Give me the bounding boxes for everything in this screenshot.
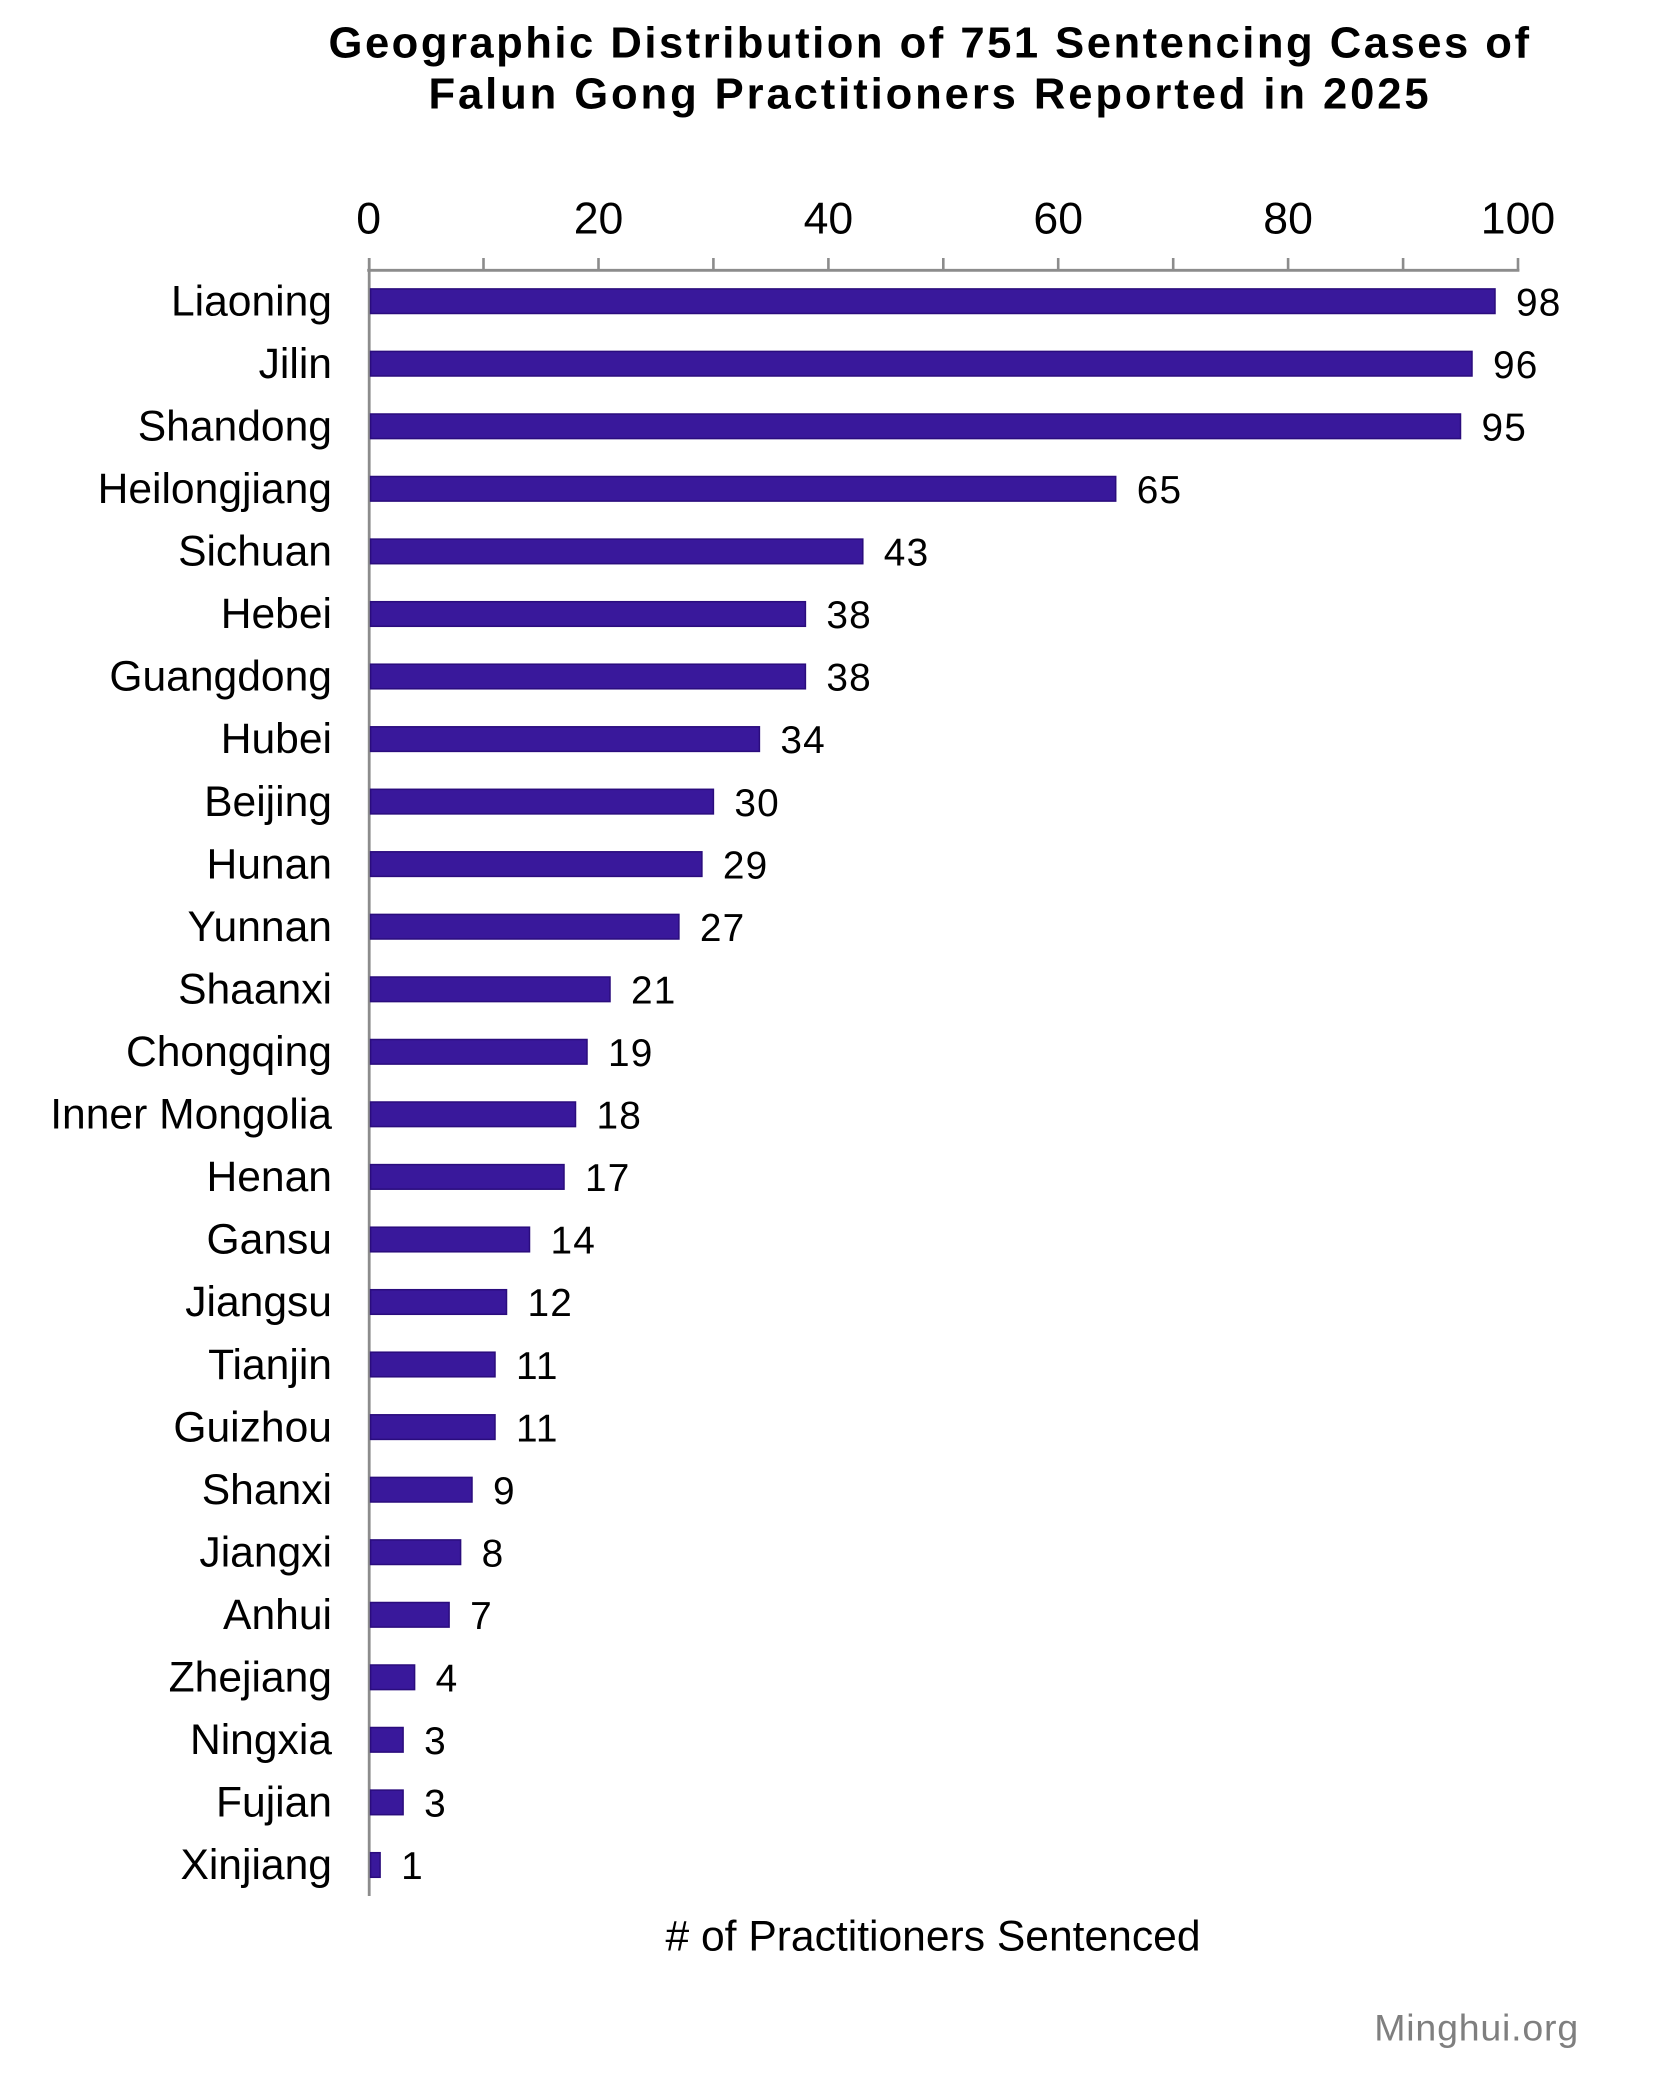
svg-text:3: 3 [424,1720,447,1763]
svg-text:96: 96 [1493,344,1539,387]
svg-text:Ningxia: Ningxia [190,1716,332,1764]
svg-text:Hunan: Hunan [206,840,332,888]
svg-text:27: 27 [700,907,746,950]
svg-text:Hubei: Hubei [221,715,332,763]
svg-text:14: 14 [551,1220,597,1263]
svg-text:19: 19 [608,1032,654,1075]
svg-text:# of Practitioners Sentenced: # of Practitioners Sentenced [665,1913,1200,1961]
svg-text:95: 95 [1482,407,1528,450]
svg-text:Heilongjiang: Heilongjiang [98,465,332,513]
svg-text:20: 20 [574,194,624,243]
svg-text:11: 11 [516,1345,559,1388]
svg-text:8: 8 [482,1532,505,1575]
svg-text:Fujian: Fujian [216,1779,332,1827]
svg-text:Anhui: Anhui [223,1591,332,1639]
svg-text:Shandong: Shandong [138,403,332,451]
svg-text:Zhejiang: Zhejiang [169,1654,332,1702]
svg-text:80: 80 [1263,194,1313,243]
svg-text:Inner Mongolia: Inner Mongolia [50,1091,332,1139]
svg-text:Sichuan: Sichuan [178,528,332,576]
svg-text:Xinjiang: Xinjiang [180,1841,332,1889]
svg-text:60: 60 [1033,194,1083,243]
svg-text:7: 7 [470,1595,493,1638]
svg-text:30: 30 [734,782,780,825]
svg-text:Yunnan: Yunnan [187,903,332,951]
svg-text:Geographic Distribution of 751: Geographic Distribution of 751 Sentencin… [329,20,1532,68]
svg-text:21: 21 [631,970,677,1013]
svg-text:Falun Gong Practitioners Repor: Falun Gong Practitioners Reported in 202… [428,71,1431,119]
svg-text:100: 100 [1481,194,1555,243]
svg-text:11: 11 [516,1407,559,1450]
svg-text:Shaanxi: Shaanxi [178,966,332,1014]
svg-text:38: 38 [826,657,872,700]
svg-text:Guizhou: Guizhou [173,1403,332,1451]
svg-text:Jiangsu: Jiangsu [185,1278,332,1326]
svg-text:Henan: Henan [206,1153,332,1201]
svg-text:65: 65 [1137,469,1183,512]
svg-text:0: 0 [356,194,381,243]
svg-text:40: 40 [804,194,854,243]
svg-text:Shanxi: Shanxi [202,1466,332,1514]
svg-text:Liaoning: Liaoning [171,277,332,325]
svg-text:17: 17 [585,1157,631,1200]
svg-text:4: 4 [436,1658,459,1701]
svg-text:43: 43 [884,532,930,575]
svg-text:Tianjin: Tianjin [208,1341,332,1389]
svg-text:18: 18 [597,1095,643,1138]
svg-text:Chongqing: Chongqing [126,1028,332,1076]
svg-text:Jiangxi: Jiangxi [199,1528,332,1576]
svg-text:3: 3 [424,1783,447,1826]
svg-text:29: 29 [723,844,769,887]
svg-text:9: 9 [493,1470,516,1513]
svg-text:12: 12 [528,1282,574,1325]
svg-text:1: 1 [401,1845,424,1888]
svg-text:Minghui.org: Minghui.org [1374,2006,1579,2048]
svg-text:Hebei: Hebei [221,590,332,638]
svg-text:38: 38 [826,594,872,637]
svg-text:Jilin: Jilin [259,340,332,388]
svg-text:98: 98 [1516,281,1562,324]
svg-text:Gansu: Gansu [207,1216,333,1264]
svg-text:34: 34 [780,719,826,762]
svg-text:Beijing: Beijing [204,778,332,826]
svg-text:Guangdong: Guangdong [109,653,332,701]
